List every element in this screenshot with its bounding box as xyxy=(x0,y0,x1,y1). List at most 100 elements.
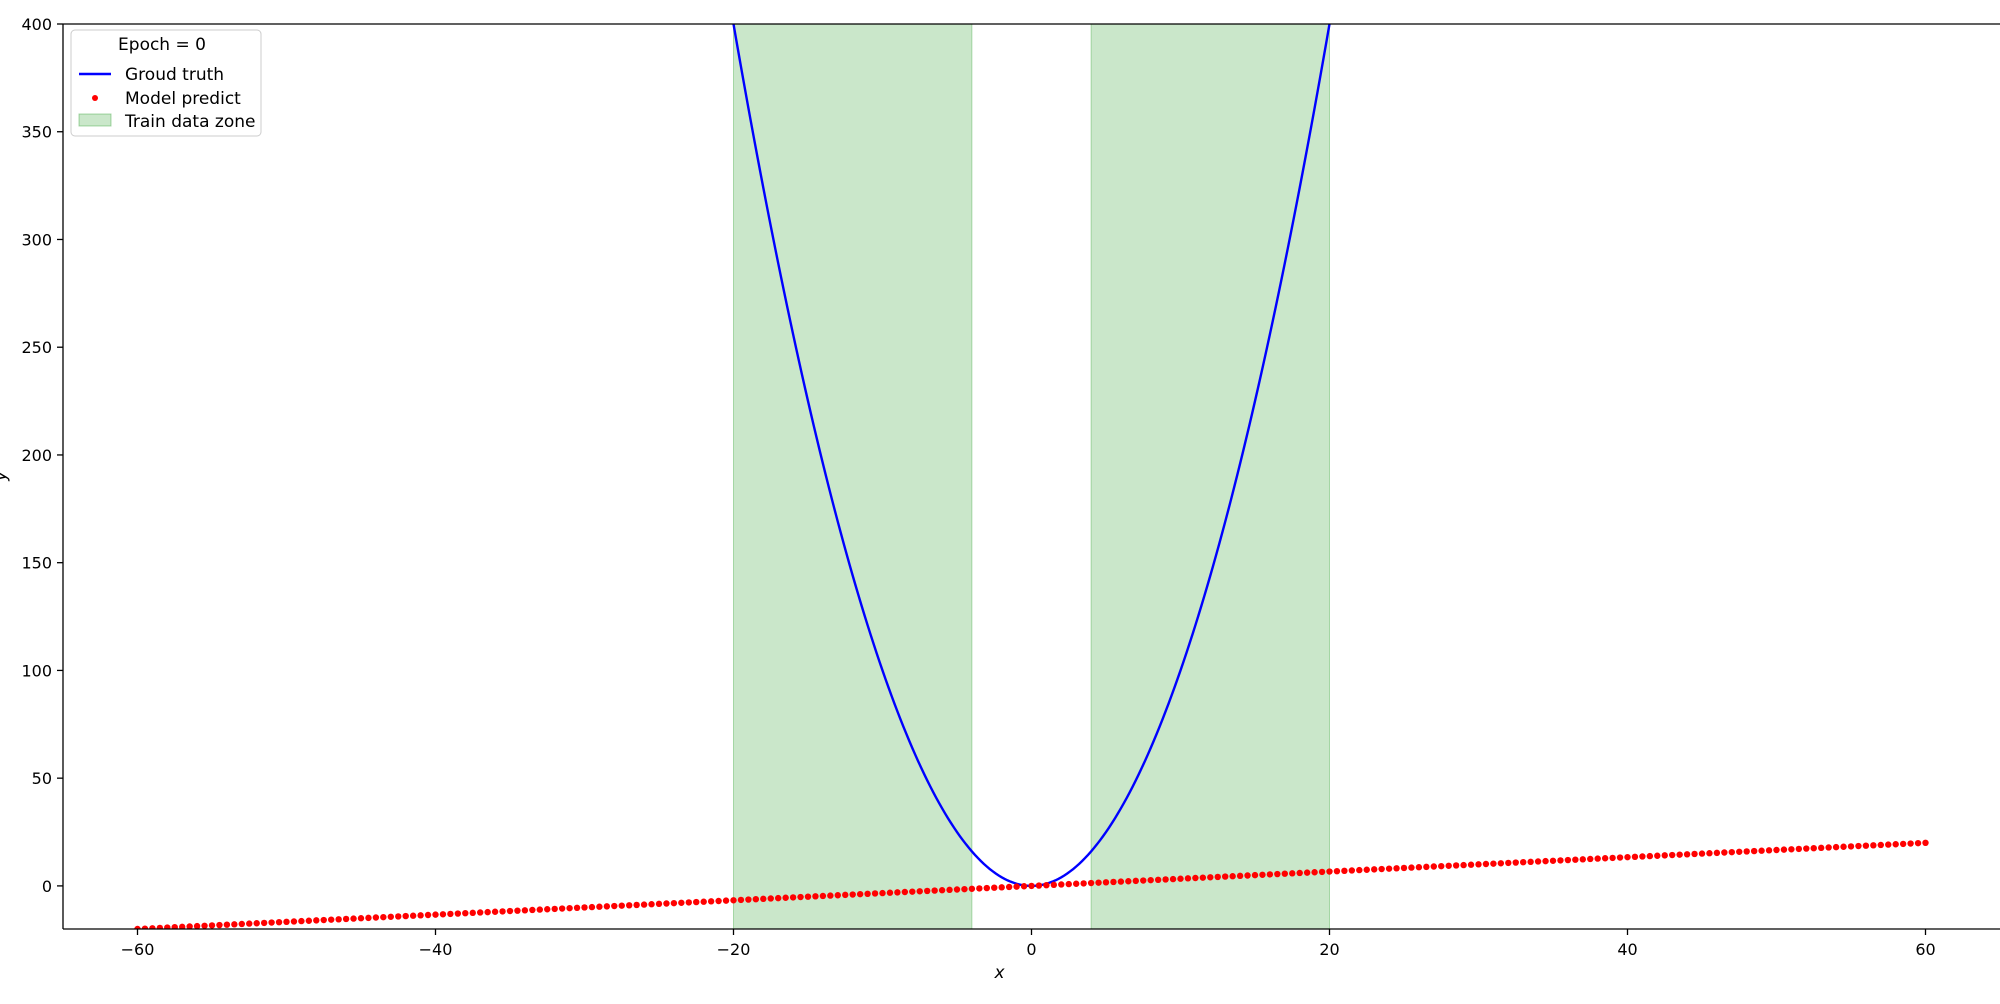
model-predict-point xyxy=(1683,851,1691,858)
train-data-zone-2 xyxy=(1090,23,1330,930)
model-predict-point xyxy=(1803,845,1810,852)
model-predict-point xyxy=(1914,839,1922,847)
model-predict-point xyxy=(283,918,290,926)
model-predict-point xyxy=(968,885,976,892)
model-predict-point xyxy=(812,893,819,900)
model-predict-point xyxy=(1125,878,1132,885)
model-predict-point xyxy=(1534,858,1542,865)
model-predict-point xyxy=(1728,848,1736,856)
model-predict-point xyxy=(402,912,409,920)
model-predict-point xyxy=(253,920,260,927)
model-predict-point xyxy=(417,912,424,919)
model-predict-point xyxy=(886,889,894,896)
model-predict-point xyxy=(1050,881,1058,889)
model-predict-point xyxy=(1378,865,1385,873)
model-predict-point xyxy=(909,888,916,895)
model-predict-point xyxy=(1117,878,1125,885)
model-predict-point xyxy=(342,915,350,923)
legend: Epoch = 0 Groud truth Model predict Train d… xyxy=(70,29,262,137)
model-predict-point xyxy=(380,913,387,921)
model-predict-point xyxy=(1415,864,1423,871)
model-predict-point xyxy=(1847,843,1855,850)
model-predict-point xyxy=(1393,865,1400,872)
model-predict-point xyxy=(1371,866,1378,873)
model-predict-point xyxy=(1356,866,1363,874)
model-predict-point xyxy=(782,894,789,901)
model-predict-point xyxy=(409,912,417,919)
x-axis-label: x xyxy=(993,963,1005,983)
model-predict-point xyxy=(730,897,737,904)
model-predict-point xyxy=(1557,857,1564,864)
model-predict-point xyxy=(1311,869,1318,876)
model-predict-point xyxy=(752,895,760,903)
model-predict-point xyxy=(1318,868,1326,876)
model-predict-point xyxy=(1713,849,1721,857)
x-tick-label: 40 xyxy=(1617,940,1637,959)
model-predict-point xyxy=(1430,863,1438,870)
model-predict-point xyxy=(663,900,670,907)
model-predict-point xyxy=(849,891,856,898)
x-tick-label: 60 xyxy=(1915,940,1935,959)
model-predict-point xyxy=(976,885,983,892)
y-axis-label: y xyxy=(0,470,11,482)
model-predict-point xyxy=(1341,867,1348,875)
model-predict-point xyxy=(1669,851,1676,859)
model-predict-point xyxy=(1058,881,1065,888)
model-predict-point xyxy=(588,903,596,911)
model-predict-point xyxy=(775,894,782,902)
model-predict-point xyxy=(171,924,178,929)
model-predict-point xyxy=(864,890,871,898)
model-predict-point xyxy=(1631,853,1639,861)
model-predict-point xyxy=(477,909,484,916)
x-tick-label: 20 xyxy=(1319,940,1339,959)
model-predict-point xyxy=(1907,840,1914,847)
model-predict-point xyxy=(1624,853,1631,861)
model-predict-point xyxy=(1654,852,1661,859)
legend-label-train-zone: Train data zone xyxy=(124,112,255,132)
model-predict-point xyxy=(1110,878,1117,886)
model-predict-point xyxy=(1296,869,1303,877)
model-predict-point xyxy=(335,916,342,923)
model-predict-point xyxy=(1601,855,1609,862)
model-predict-point xyxy=(462,910,469,917)
model-predict-point xyxy=(491,908,499,915)
model-predict-point xyxy=(1609,854,1616,862)
model-predict-point xyxy=(618,902,625,909)
model-predict-point xyxy=(856,890,864,898)
model-predict-point xyxy=(365,914,372,922)
model-predict-point xyxy=(432,911,439,918)
shaded-regions xyxy=(733,23,1330,930)
model-predict-point xyxy=(1750,847,1758,855)
model-predict-point xyxy=(1475,861,1482,868)
model-predict-point xyxy=(506,907,514,915)
model-predict-point xyxy=(1706,850,1713,857)
legend-title: Epoch = 0 xyxy=(118,35,206,55)
model-predict-point xyxy=(760,895,767,903)
model-predict-point xyxy=(961,885,968,893)
model-predict-point xyxy=(655,900,663,908)
model-predict-point xyxy=(1452,862,1460,869)
model-predict-point xyxy=(1177,875,1184,882)
model-predict-point xyxy=(700,898,707,905)
legend-label-model-predict: Model predict xyxy=(125,89,241,109)
model-predict-point xyxy=(164,924,171,929)
model-predict-point xyxy=(1169,875,1177,883)
model-predict-point xyxy=(573,904,581,912)
model-predict-point xyxy=(275,918,283,926)
model-predict-point xyxy=(611,902,618,910)
model-predict-point xyxy=(1266,871,1274,878)
y-tick-label: 150 xyxy=(21,554,52,573)
model-predict-point xyxy=(998,884,1005,891)
model-predict-point xyxy=(1721,849,1728,856)
model-predict-point xyxy=(1512,859,1519,866)
model-predict-point xyxy=(1572,856,1579,863)
y-tick-label: 200 xyxy=(21,446,52,465)
model-predict-point xyxy=(648,901,655,908)
legend-point-swatch xyxy=(92,95,98,101)
model-predict-point xyxy=(484,908,491,916)
model-predict-point xyxy=(722,897,730,904)
model-predict-point xyxy=(693,898,700,906)
model-predict-point xyxy=(1289,870,1296,877)
model-predict-point xyxy=(1244,872,1251,879)
